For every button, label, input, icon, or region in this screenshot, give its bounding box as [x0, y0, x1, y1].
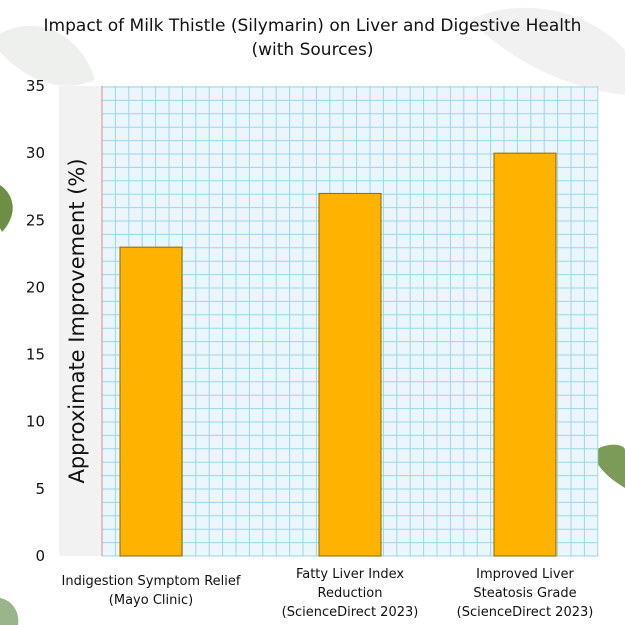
chart-title: Impact of Milk Thistle (Silymarin) on Li…: [0, 14, 625, 62]
chart-title-line-2: (with Sources): [251, 40, 374, 60]
chart-title-line-1: Impact of Milk Thistle (Silymarin) on Li…: [43, 16, 582, 36]
x-tick-label-1: Fatty Liver Index Reduction (ScienceDirect…: [282, 567, 419, 620]
y-tick-label: 25: [26, 211, 45, 229]
bar-1: [318, 192, 382, 557]
y-tick-label: 35: [26, 77, 45, 95]
y-axis-label: Approximate Improvement (%): [65, 158, 89, 483]
y-tick-label: 5: [35, 480, 45, 498]
y-tick-label: 10: [26, 413, 45, 431]
y-axis-ticks: 0 5 10 15 20 25 30 35: [26, 77, 45, 565]
bar-0: [119, 246, 183, 557]
x-tick-label-2: Improved Liver Steatosis Grade (ScienceDir…: [457, 567, 594, 620]
x-axis-labels: Indigestion Symptom Relief (Mayo Clinic) F…: [62, 567, 594, 620]
y-tick-label: 20: [26, 278, 45, 296]
bar-2: [493, 152, 557, 557]
y-tick-label: 0: [35, 547, 45, 565]
bars: [119, 152, 557, 557]
y-tick-label: 15: [26, 346, 45, 364]
left-strip: [59, 86, 102, 556]
x-tick-label-0: Indigestion Symptom Relief (Mayo Clinic): [62, 574, 241, 608]
y-tick-label: 30: [26, 144, 45, 162]
